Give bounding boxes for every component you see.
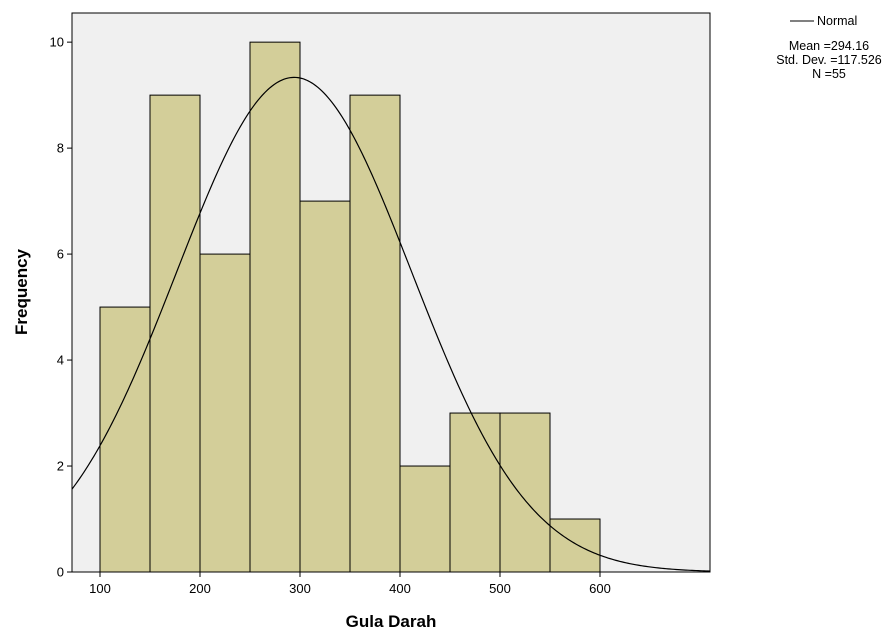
normal-curve xyxy=(71,76,711,572)
histogram-bar-9 xyxy=(499,412,551,573)
legend-normal-label: Normal xyxy=(817,14,857,28)
x-tick-label: 200 xyxy=(189,581,211,596)
x-tick-label: 100 xyxy=(89,581,111,596)
y-tick-label: 8 xyxy=(57,141,64,156)
y-tick-label: 10 xyxy=(50,35,64,50)
histogram-bar-5 xyxy=(299,200,351,573)
histogram-bar-10 xyxy=(549,518,601,573)
y-axis: 0 2 4 6 8 10 xyxy=(50,35,72,580)
histogram-bar-2 xyxy=(149,94,201,573)
histogram-bar-4 xyxy=(249,41,301,573)
x-axis: 100 200 300 400 500 600 xyxy=(89,572,611,596)
histogram-bar-6 xyxy=(349,94,401,573)
y-tick-label: 2 xyxy=(57,459,64,474)
histogram-bar-3 xyxy=(199,253,251,573)
legend-std-dev: Std. Dev. =117.526 xyxy=(776,53,882,67)
x-tick-label: 600 xyxy=(589,581,611,596)
x-tick-label: 300 xyxy=(289,581,311,596)
x-tick-label: 400 xyxy=(389,581,411,596)
histogram-bar-7 xyxy=(399,465,451,573)
y-axis-title: Frequency xyxy=(12,248,31,335)
legend-n: N =55 xyxy=(812,67,846,81)
y-tick-label: 0 xyxy=(57,565,64,580)
y-tick-label: 6 xyxy=(57,247,64,262)
bars-layer xyxy=(99,41,601,573)
histogram-bar-8 xyxy=(449,412,501,573)
x-axis-title: Gula Darah xyxy=(346,612,437,631)
x-tick-label: 500 xyxy=(489,581,511,596)
legend: Normal Mean =294.16 Std. Dev. =117.526 N… xyxy=(776,14,882,81)
y-tick-label: 4 xyxy=(57,353,64,368)
histogram-bar-1 xyxy=(99,306,151,573)
legend-mean: Mean =294.16 xyxy=(789,39,869,53)
